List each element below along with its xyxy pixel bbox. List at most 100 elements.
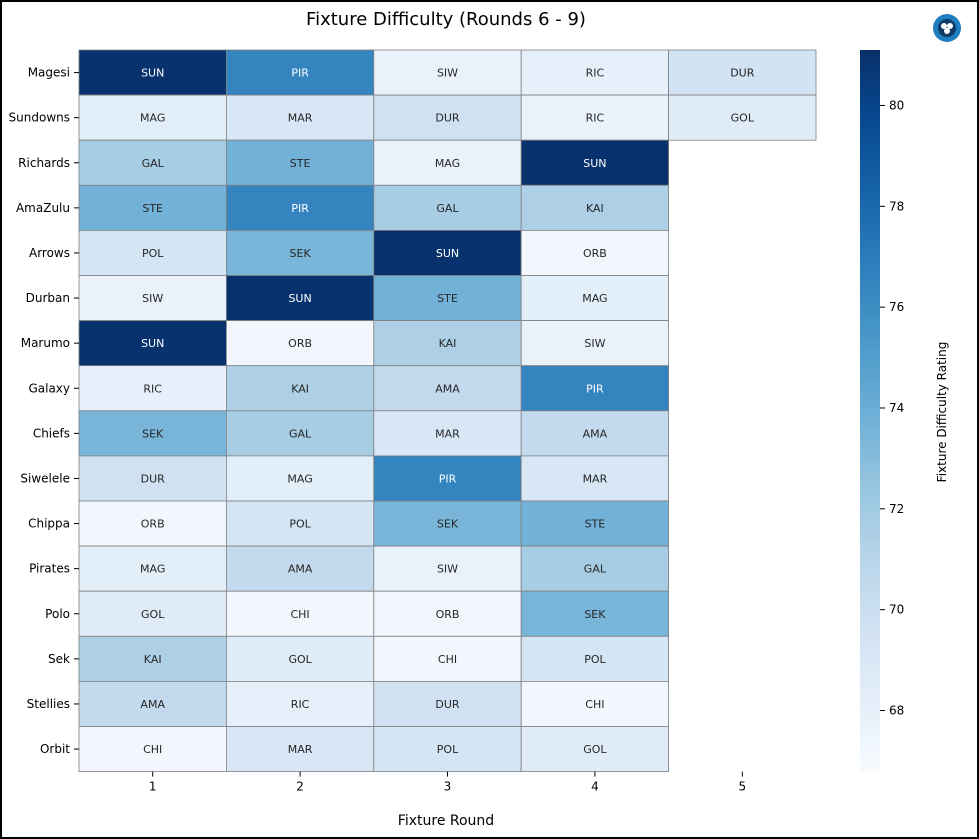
cell-label: PIR: [291, 202, 309, 215]
x-tick-label: 2: [296, 780, 304, 794]
x-tick-label: 4: [591, 780, 599, 794]
x-tick-label: 5: [738, 780, 746, 794]
heatmap-cell: [373, 681, 522, 727]
heatmap-cell: [373, 545, 522, 592]
row-label-sek: Sek: [48, 652, 70, 666]
row-label-orbit: Orbit: [40, 742, 70, 756]
heatmap-cell: [520, 500, 670, 547]
colorbar-tick-label: 74: [889, 401, 904, 415]
cell-label: GOL: [141, 608, 165, 621]
cell-label: MAR: [288, 743, 313, 756]
heatmap-cell: [373, 94, 522, 141]
cell-label: PIR: [291, 67, 309, 80]
heatmap-cell: [225, 410, 375, 457]
heatmap-cell: [225, 635, 375, 682]
cell-label: SUN: [436, 247, 459, 260]
cell-label: DUR: [435, 698, 460, 711]
cell-label: RIC: [586, 112, 605, 125]
cell-label: SIW: [584, 337, 605, 350]
row-label-richards: Richards: [18, 156, 70, 170]
heatmap-cell: [373, 726, 522, 772]
heatmap-cell: [520, 455, 670, 502]
heatmap-cell: [668, 94, 817, 141]
cell-label: MAR: [583, 472, 608, 485]
cell-label: KAI: [144, 653, 162, 666]
row-label-arrows: Arrows: [29, 246, 70, 260]
row-label-galaxy: Galaxy: [28, 381, 70, 395]
colorbar-tick-label: 68: [889, 703, 904, 717]
cell-label: CHI: [290, 608, 309, 621]
cell-label: STE: [585, 518, 606, 531]
cell-label: KAI: [291, 382, 309, 395]
cell-label: POL: [584, 653, 606, 666]
heatmap-cell: [78, 545, 227, 592]
heatmap-cell: [373, 139, 522, 186]
cell-label: ORB: [436, 608, 460, 621]
heatmap-cell: [373, 410, 522, 457]
heatmap-cell: [520, 275, 670, 321]
heatmap-cell: [225, 726, 375, 772]
cell-label: ORB: [583, 247, 607, 260]
cell-label: CHI: [585, 698, 604, 711]
cell-label: RIC: [291, 698, 310, 711]
heatmap-cell: [520, 320, 670, 367]
heatmap-cell: [225, 320, 375, 367]
heatmap-cell: [520, 545, 670, 592]
heatmap-cell: [373, 500, 522, 547]
row-label-magesi: Magesi: [28, 66, 70, 80]
row-label-chiefs: Chiefs: [33, 426, 70, 440]
colorbar: [860, 50, 880, 771]
heatmap-cell: [373, 229, 522, 276]
cell-label: POL: [142, 247, 164, 260]
row-label-stellies: Stellies: [27, 697, 70, 711]
cell-label: POL: [289, 518, 311, 531]
heatmap-cell: [520, 410, 670, 457]
heatmap-cell: [520, 635, 670, 682]
cell-label: MAG: [287, 472, 312, 485]
cell-label: GAL: [142, 157, 165, 170]
cell-label: MAG: [140, 563, 165, 576]
cell-label: ORB: [141, 518, 165, 531]
heatmap-cell: [225, 455, 375, 502]
cell-label: GAL: [584, 563, 607, 576]
cell-label: GOL: [288, 653, 312, 666]
x-tick-label: 3: [444, 780, 452, 794]
heatmap-cell: [520, 726, 670, 772]
cell-label: SEK: [290, 247, 312, 260]
cell-label: PIR: [439, 472, 457, 485]
heatmap-cell: [373, 49, 522, 96]
row-label-polo: Polo: [45, 607, 70, 621]
cell-label: KAI: [439, 337, 457, 350]
cell-label: SUN: [288, 292, 311, 305]
colorbar-tick-label: 76: [889, 300, 904, 314]
x-axis-label: Fixture Round: [398, 813, 494, 829]
brand-logo-icon: [933, 14, 961, 42]
heatmap-cell: [78, 275, 227, 321]
cell-label: GAL: [289, 427, 312, 440]
heatmap-cell: [373, 365, 522, 412]
cell-label: POL: [437, 743, 459, 756]
row-label-durban: Durban: [26, 291, 70, 305]
cell-label: STE: [290, 157, 311, 170]
cell-label: STE: [142, 202, 163, 215]
cell-label: MAG: [582, 292, 607, 305]
heatmap-cell: [78, 229, 227, 276]
colorbar-tick-label: 80: [889, 98, 904, 112]
cell-label: SEK: [142, 427, 164, 440]
cell-label: ORB: [288, 337, 312, 350]
cell-label: SEK: [584, 608, 606, 621]
row-label-marumo: Marumo: [21, 336, 70, 350]
heatmap-cell: [520, 94, 670, 141]
cell-label: GOL: [731, 112, 755, 125]
heatmap-cell: [520, 49, 670, 96]
heatmap-cell: [225, 49, 375, 96]
heatmap-cell: [225, 590, 375, 637]
cell-label: AMA: [435, 382, 460, 395]
heatmap-cell: [78, 184, 227, 231]
cell-label: DUR: [141, 472, 166, 485]
cell-label: MAG: [140, 112, 165, 125]
cell-label: SIW: [437, 563, 458, 576]
heatmap-cell: [520, 681, 670, 727]
cell-label: GOL: [583, 743, 607, 756]
